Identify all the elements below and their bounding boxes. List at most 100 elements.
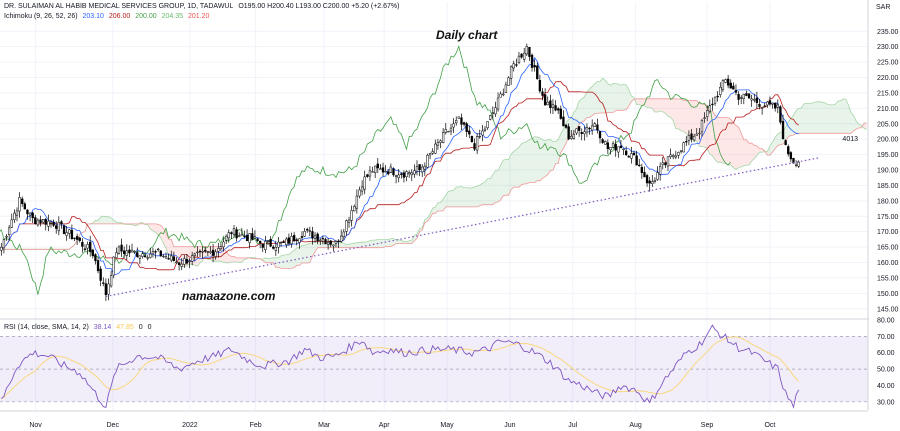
cloud-segment [403, 241, 407, 244]
time-tick-label: Dec [107, 422, 120, 429]
candle-body [355, 195, 359, 209]
candle-body [405, 171, 408, 177]
candle-body [57, 221, 60, 232]
cloud-segment [448, 190, 451, 207]
candle-body [133, 251, 136, 253]
candle-body [638, 164, 641, 167]
cloud-segment [675, 98, 679, 129]
cloud-segment [367, 240, 370, 248]
candle-body [423, 165, 427, 170]
candle-body [483, 128, 487, 131]
ichimoku-value-0: 203.10 [82, 13, 104, 20]
candle-body [758, 104, 761, 107]
cloud-segment [511, 151, 514, 190]
cloud-segment [741, 133, 744, 167]
cloud-segment [647, 98, 650, 108]
cloud-segment [824, 102, 828, 134]
cloud-segment [111, 217, 114, 224]
cloud-segment [401, 240, 404, 244]
cloud-segment [660, 98, 663, 112]
candle-body [41, 219, 45, 223]
price-tick-label: 145.00 [877, 306, 899, 313]
candle-body [389, 166, 393, 173]
cloud-segment [307, 243, 310, 264]
candle-body [177, 262, 181, 265]
cloud-segment [532, 136, 535, 183]
candle-body [536, 65, 539, 80]
cloud-segment [490, 174, 493, 205]
cloud-segment [200, 246, 203, 263]
candle-body [530, 54, 534, 68]
candle-body [439, 140, 442, 143]
candle-body [747, 93, 751, 99]
candle-body [567, 126, 570, 140]
cloud-segment [751, 143, 755, 162]
candle-body [353, 206, 356, 212]
candle-body [345, 220, 348, 232]
cloud-segment [720, 117, 723, 164]
cloud-segment [785, 121, 789, 142]
candle-body [151, 251, 155, 255]
candle-body [266, 240, 270, 242]
cloud-segment [453, 187, 457, 207]
cloud-segment [691, 100, 695, 141]
cloud-segment [445, 191, 449, 207]
cloud-segment [477, 185, 480, 207]
candle-body [598, 131, 602, 139]
cloud-segment [864, 123, 867, 130]
candle-body [489, 115, 492, 120]
cloud-segment [715, 115, 718, 163]
cloud-segment [809, 103, 812, 134]
candle-body [164, 256, 168, 259]
candle-body [376, 163, 379, 169]
candle-body [360, 186, 364, 192]
time-tick-label: Oct [764, 422, 775, 429]
cloud-segment [722, 117, 726, 164]
cloud-segment [607, 83, 611, 113]
cloud-segment [495, 170, 499, 203]
ichimoku-value-3: 204.35 [161, 13, 184, 20]
candle-body [358, 189, 361, 197]
cloud-segment [419, 227, 423, 232]
candle-body [679, 150, 683, 152]
candle-body [496, 97, 500, 110]
cloud-segment [103, 216, 106, 224]
leading-span-b [1, 98, 867, 269]
cloud-segment [688, 100, 692, 140]
cloud-segment [652, 98, 655, 113]
rsi-tick-label: 80.00 [877, 318, 895, 325]
candle-body [721, 80, 725, 90]
candle-body [279, 241, 283, 244]
price-tick-label: 155.00 [877, 275, 899, 282]
price-tick-label: 170.00 [877, 229, 899, 236]
candle-body [89, 241, 92, 252]
candle-body [690, 133, 693, 140]
candle-body [520, 53, 523, 58]
candle-body [308, 230, 311, 232]
cloud-segment [594, 81, 598, 114]
candle-body [781, 120, 785, 140]
price-tick-label: 230.00 [877, 44, 899, 51]
candle-body [123, 250, 126, 255]
cloud-segment [265, 257, 268, 263]
rsi-line [1, 324, 800, 409]
candle-body [251, 233, 254, 240]
cloud-segment [362, 242, 365, 248]
candle-body [170, 255, 173, 261]
cloud-segment [432, 207, 436, 214]
cloud-segment [364, 241, 368, 248]
cloud-segment [613, 83, 616, 113]
candle-body [468, 130, 471, 135]
candle-body [740, 97, 743, 99]
cloud-segment [351, 243, 355, 248]
candle-body [269, 239, 272, 247]
cloud-segment [105, 216, 109, 224]
candle-body [726, 78, 730, 86]
cloud-segment [108, 216, 112, 224]
candle-body [190, 255, 194, 262]
cloud-segment [158, 224, 161, 238]
cloud-segment [369, 240, 373, 248]
rsi-tick-label: 50.00 [877, 367, 895, 374]
cloud-segment [291, 250, 295, 269]
